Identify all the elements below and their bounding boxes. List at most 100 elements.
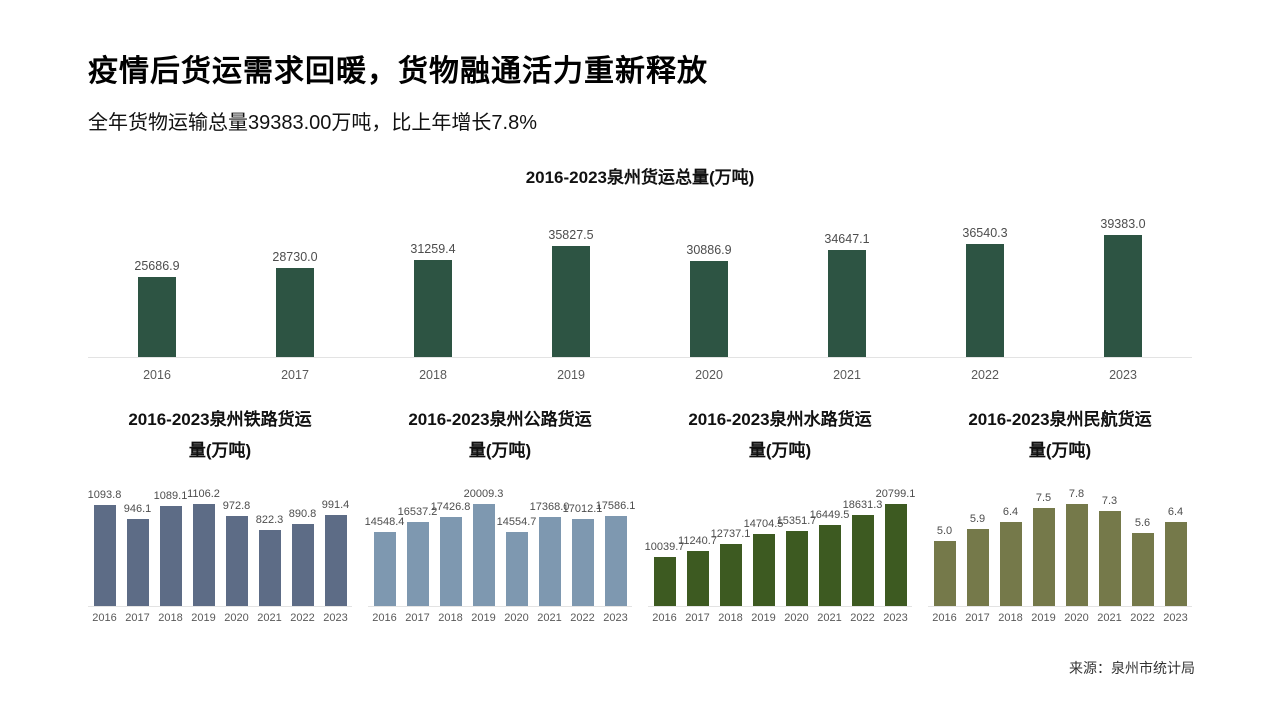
waterway-title-line1: 2016-2023泉州水路货运 — [688, 410, 872, 429]
bar-value-label: 18631.3 — [842, 498, 883, 511]
bar — [933, 540, 956, 606]
x-axis-label: 2016 — [143, 368, 171, 382]
bar-column: 10039.7 — [645, 471, 684, 606]
bar-column: 18631.3 — [843, 471, 882, 606]
bar-value-label: 12737.1 — [710, 527, 751, 540]
bar-column: 7.8 — [1060, 471, 1093, 606]
mode-charts-row: 2016-2023泉州铁路货运 量(万吨) 1093.8 946.1 1089.1 1… — [88, 404, 1192, 624]
bar-column: 12737.1 — [711, 471, 750, 606]
bar-value-label: 20799.1 — [875, 487, 916, 500]
bar-value-label: 14554.7 — [496, 515, 537, 528]
bar-column: 15351.7 — [777, 471, 816, 606]
x-axis-label: 2018 — [718, 611, 743, 624]
railway-freight-x-axis: 2016 2017 2018 2019 2020 2021 2022 2023 — [88, 607, 352, 624]
bar-value-label: 17012.1 — [562, 502, 603, 515]
x-axis-label: 2020 — [1064, 611, 1089, 624]
bar — [884, 503, 907, 606]
bar-value-label: 10039.7 — [644, 540, 685, 553]
bar-column: 36540.3 — [916, 200, 1054, 357]
bar — [159, 505, 182, 606]
bar-column: 1093.8 — [88, 471, 121, 606]
bar-value-label: 15351.7 — [776, 514, 817, 527]
bar — [225, 515, 248, 606]
bar-value-label: 6.4 — [1167, 505, 1184, 518]
bar — [472, 503, 495, 606]
bar-value-label: 35827.5 — [548, 228, 594, 242]
bar-value-label: 11240.7 — [678, 534, 717, 547]
highway-title-line2: 量(万吨) — [468, 441, 532, 461]
highway-freight-chart: 2016-2023泉州公路货运 量(万吨) 14548.4 16537.2 1742… — [364, 404, 636, 624]
x-axis-label: 2017 — [125, 611, 150, 624]
bar-column: 25686.9 — [88, 200, 226, 357]
bar — [291, 523, 314, 606]
bar-value-label: 34647.1 — [824, 232, 870, 246]
civil-aviation-freight-chart: 2016-2023泉州民航货运 量(万吨) 5.0 5.9 6.4 7.5 7.8 7.3… — [928, 404, 1192, 624]
bar-column: 5.9 — [961, 471, 994, 606]
bar-column: 822.3 — [253, 471, 286, 606]
waterway-freight-bars: 10039.7 11240.7 12737.1 14704.5 15351.7 16449… — [645, 471, 915, 607]
bar-column: 1106.2 — [187, 471, 220, 606]
bar-column: 1089.1 — [154, 471, 187, 606]
x-axis-label: 2020 — [784, 611, 809, 624]
bar — [373, 531, 396, 606]
bar — [818, 524, 841, 606]
bar-value-label: 946.1 — [123, 502, 152, 515]
bar-value-label: 14548.4 — [364, 515, 405, 528]
x-axis-label: 2020 — [504, 611, 529, 624]
bar-value-label: 1089.1 — [153, 489, 188, 502]
bar-value-label: 822.3 — [255, 513, 284, 526]
x-axis-label: 2023 — [1109, 368, 1137, 382]
bar-value-label: 890.8 — [288, 507, 317, 520]
x-axis-label: 2017 — [685, 611, 710, 624]
bar — [126, 518, 149, 606]
bar-value-label: 28730.0 — [272, 250, 318, 264]
bar-column: 11240.7 — [678, 471, 717, 606]
bar-column: 6.4 — [1159, 471, 1192, 606]
civil-aviation-freight-plot: 5.0 5.9 6.4 7.5 7.8 7.3 5.6 6.4 2016 2017 2018 201… — [928, 471, 1192, 624]
bar-column: 16537.2 — [398, 471, 437, 606]
railway-freight-bars: 1093.8 946.1 1089.1 1106.2 972.8 822.3 890.8 99… — [88, 471, 352, 607]
bar — [686, 550, 709, 606]
bar-value-label: 14704.5 — [743, 517, 784, 530]
bar-column: 39383.0 — [1054, 200, 1192, 357]
page-title: 疫情后货运需求回暖，货物融通活力重新释放 — [88, 55, 708, 88]
bar — [276, 268, 314, 357]
railway-freight-chart-title: 2016-2023泉州铁路货运 量(万吨) — [88, 404, 352, 467]
bar-column: 17012.1 — [563, 471, 602, 606]
bar-column: 28730.0 — [226, 200, 364, 357]
x-axis-label: 2023 — [1163, 611, 1188, 624]
bar-column: 946.1 — [121, 471, 154, 606]
bar-column: 7.3 — [1093, 471, 1126, 606]
waterway-freight-plot: 10039.7 11240.7 12737.1 14704.5 15351.7 16449… — [645, 471, 916, 624]
bar-value-label: 17586.1 — [595, 499, 636, 512]
bar — [752, 533, 775, 606]
x-axis-label: 2021 — [257, 611, 282, 624]
x-axis-label: 2019 — [751, 611, 776, 624]
bar-value-label: 5.0 — [936, 524, 953, 537]
bar — [1164, 521, 1187, 606]
bar-column: 17426.8 — [431, 471, 470, 606]
x-axis-label: 2022 — [1130, 611, 1155, 624]
civil-aviation-title-line1: 2016-2023泉州民航货运 — [968, 410, 1152, 429]
bar — [785, 530, 808, 606]
bar-value-label: 5.9 — [969, 512, 986, 525]
highway-freight-chart-title: 2016-2023泉州公路货运 量(万吨) — [368, 404, 632, 467]
bar-value-label: 7.8 — [1068, 487, 1085, 500]
bar — [93, 504, 116, 606]
bar-column: 7.5 — [1027, 471, 1060, 606]
x-axis-label: 2016 — [932, 611, 957, 624]
bar — [1065, 503, 1088, 606]
total-freight-bars: 25686.9 28730.0 31259.4 35827.5 30886.9 34647… — [88, 200, 1192, 358]
bar-column: 20009.3 — [464, 471, 503, 606]
bar-value-label: 16449.5 — [809, 508, 850, 521]
bar-column: 14704.5 — [744, 471, 783, 606]
bar-column: 5.0 — [928, 471, 961, 606]
x-axis-label: 2021 — [817, 611, 842, 624]
x-axis-label: 2016 — [372, 611, 397, 624]
bar — [999, 521, 1022, 606]
bar — [324, 514, 347, 606]
x-axis-label: 2019 — [1031, 611, 1056, 624]
x-axis-label: 2019 — [557, 368, 585, 382]
bar — [1131, 532, 1154, 606]
railway-title-line2: 量(万吨) — [188, 441, 252, 461]
